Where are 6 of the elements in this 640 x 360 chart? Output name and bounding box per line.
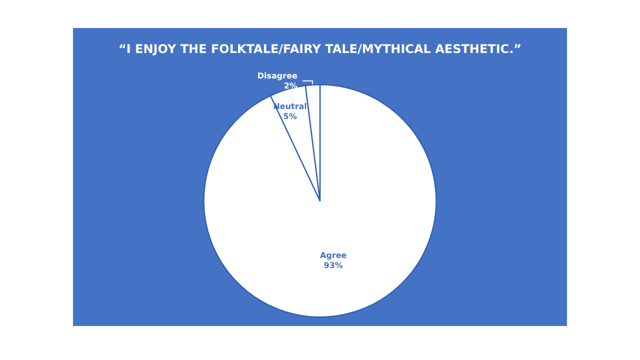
data-label: 5%	[283, 112, 297, 122]
slice-label: Disagree	[257, 71, 298, 80]
data-label: 2%	[284, 81, 298, 90]
data-label: 93%	[324, 260, 343, 270]
chart-title: “I ENJOY THE FOLKTALE/FAIRY TALE/MYTHICAL AESTHETIC.”	[118, 42, 522, 56]
slice-label: Agree	[320, 250, 348, 260]
